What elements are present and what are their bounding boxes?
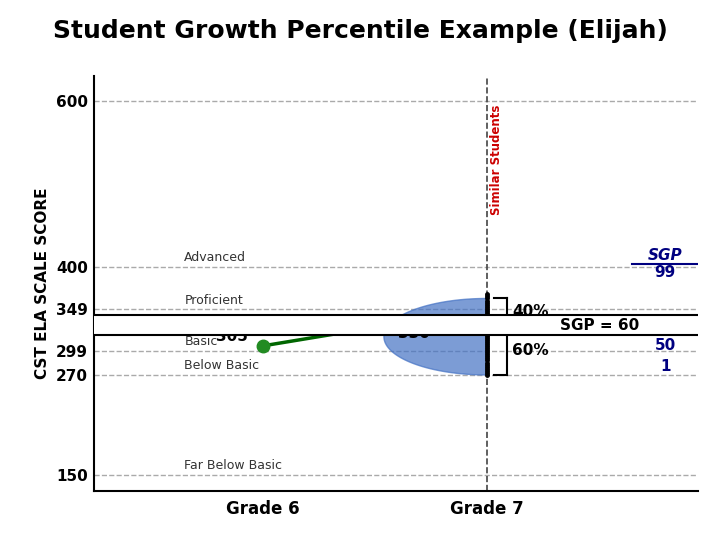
Text: Student Growth Percentile Example (Elijah): Student Growth Percentile Example (Elija… xyxy=(53,19,667,43)
Text: 50: 50 xyxy=(654,339,676,353)
Text: 99: 99 xyxy=(654,265,676,280)
Text: Far Below Basic: Far Below Basic xyxy=(184,460,282,472)
Text: SGP = 60: SGP = 60 xyxy=(560,318,640,333)
Text: 60%: 60% xyxy=(512,342,549,357)
Text: SGP: SGP xyxy=(648,248,683,263)
Polygon shape xyxy=(384,299,487,375)
Text: Advanced: Advanced xyxy=(184,252,246,265)
Text: 1: 1 xyxy=(660,359,670,374)
FancyBboxPatch shape xyxy=(0,315,720,335)
Text: Below Basic: Below Basic xyxy=(184,360,259,373)
Text: Grade 7: Grade 7 xyxy=(450,500,523,518)
Y-axis label: CST ELA SCALE SCORE: CST ELA SCALE SCORE xyxy=(35,188,50,379)
Text: Proficient: Proficient xyxy=(184,294,243,307)
Text: 330: 330 xyxy=(398,326,430,341)
Text: 40%: 40% xyxy=(512,304,549,319)
Text: Similar Students: Similar Students xyxy=(490,105,503,215)
Text: 305: 305 xyxy=(216,329,248,344)
Text: Grade 6: Grade 6 xyxy=(226,500,300,518)
Text: Basic: Basic xyxy=(184,335,217,348)
